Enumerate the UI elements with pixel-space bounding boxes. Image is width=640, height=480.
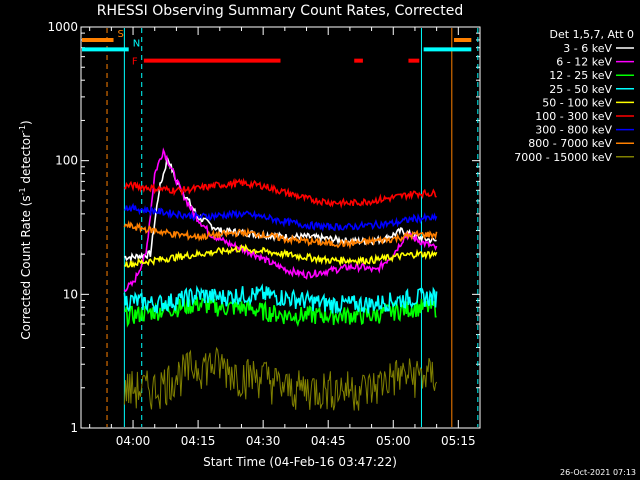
footer-timestamp: 26-Oct-2021 07:13 [560,468,636,477]
y-axis-label-end: ) [19,120,33,125]
y-axis-label: Corrected Count Rate (s-1 detector-1) [18,120,33,339]
legend-entry-label: 7000 - 15000 keV [514,151,612,164]
series-line [123,147,438,293]
y-axis-label-sup1: -1 [18,187,27,195]
y-axis-label-mid: detector [19,133,33,188]
series-line [124,202,438,232]
plot-area: 1 10 100 1000 04:00 04:15 04:30 04:45 05:00 05:15… [47,20,481,448]
y-tick-label: 100 [55,154,78,168]
x-tick-label: 04:00 [116,434,151,448]
status-bar-label: N [133,38,140,49]
x-tick-label: 04:45 [311,434,346,448]
plot-frame [80,26,481,429]
legend-entry-label: 50 - 100 keV [542,96,612,109]
legend-entry-label: 6 - 12 keV [556,56,612,69]
y-axis-label-sup2: -1 [18,125,27,133]
series-line [124,243,438,269]
legend-entry-label: 12 - 25 keV [549,69,612,82]
y-axis-label-main: Corrected Count Rate (s [19,195,33,339]
series-line [123,283,438,315]
x-tick-label: 05:00 [376,434,411,448]
series-line [123,220,438,250]
x-tick-label: 04:15 [181,434,216,448]
x-axis-label: Start Time (04-Feb-16 03:47:22) [203,455,397,469]
legend-entry-label: 25 - 50 keV [549,83,612,96]
y-tick-label: 10 [63,287,78,301]
series-line [123,177,437,209]
series-line [123,346,438,411]
x-tick-label: 05:15 [441,434,476,448]
chart-title: RHESSI Observing Summary Count Rates, Co… [97,3,463,19]
status-bar-label: F [132,57,138,68]
y-tick-label: 1 [70,421,78,435]
status-bar-label: S [118,29,124,40]
legend-header: Det 1,5,7, Att 0 [550,28,634,41]
legend-entry-label: 3 - 6 keV [563,42,612,55]
series-line [124,157,437,264]
y-tick-label: 1000 [47,20,78,34]
x-tick-label: 04:30 [246,434,281,448]
legend-entry-label: 100 - 300 keV [535,110,612,123]
legend-entry-label: 800 - 7000 keV [528,137,612,150]
legend-entry-label: 300 - 800 keV [535,124,612,137]
